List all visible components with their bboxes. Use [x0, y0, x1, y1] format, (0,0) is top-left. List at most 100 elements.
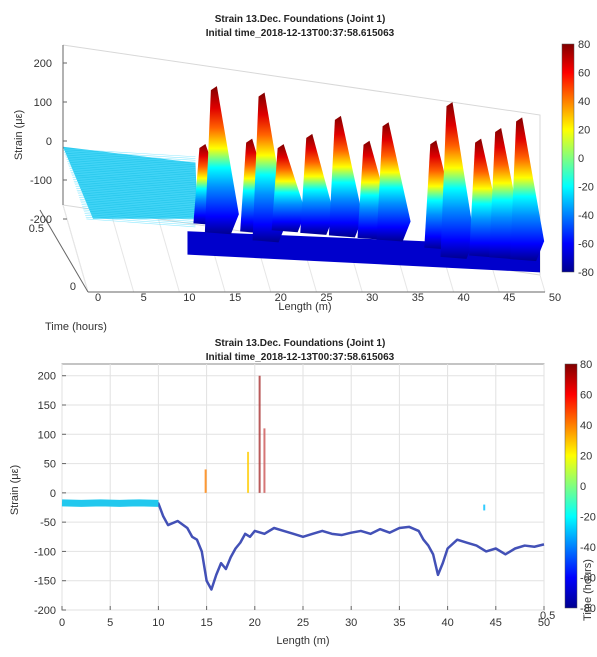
- chart1-baseline-texture: [75, 186, 196, 195]
- chart1-baseline-texture: [83, 211, 196, 221]
- chart1-colorbar-tick-label: -60: [578, 239, 594, 251]
- chart1-baseline-texture: [86, 218, 196, 228]
- chart1-baseline-texture: [78, 195, 196, 204]
- chart1-y-tick-label: 0: [70, 281, 76, 293]
- chart1-x-tick-label: 40: [457, 292, 469, 304]
- chart2-y-tick-label: 100: [38, 429, 56, 441]
- chart1-subtitle: Initial time_2018-12-13T00:37:58.615063: [206, 28, 395, 39]
- chart1-baseline-texture: [67, 162, 196, 172]
- chart1-z-tick-label: -100: [30, 175, 52, 187]
- chart1-baseline-texture: [84, 213, 196, 222]
- chart1-grid-x: [539, 274, 546, 293]
- chart1-y-label: Time (hours): [45, 321, 107, 333]
- chart2-x-ticks: 0 5 10 15 20 25 30 35 40 45 50: [59, 606, 550, 629]
- chart1-baseline-texture: [81, 204, 196, 213]
- chart2-colorbar: [564, 363, 578, 609]
- chart1-baseline-texture: [66, 159, 196, 168]
- chart1-grid-x: [157, 218, 180, 293]
- chart1-x-tick-label: 45: [503, 292, 515, 304]
- chart1-title: Strain 13.Dec. Foundations (Joint 1): [215, 14, 386, 25]
- chart1-surface: [62, 86, 545, 273]
- chart1-baseline-texture: [79, 198, 196, 208]
- chart1-baseline-texture: [83, 209, 196, 219]
- line-chart: Strain 13.Dec. Foundations (Joint 1) Ini…: [9, 338, 596, 647]
- chart1-baseline-texture: [77, 193, 196, 203]
- chart1-colorbar-ticks: 80 60 40 20 0 -20 -40 -60 -80: [578, 39, 594, 279]
- chart1-colorbar-tick-label: 60: [578, 68, 590, 80]
- chart1-baseline-texture: [63, 150, 196, 159]
- chart1-grid-x: [491, 267, 500, 293]
- chart1-baseline-texture: [74, 184, 196, 194]
- chart1-colorbar-tick-label: 40: [578, 96, 590, 108]
- chart1-x-tick-label: 35: [412, 292, 424, 304]
- chart2-colorbar-tick-label: -20: [580, 512, 596, 524]
- chart1-baseline-texture: [73, 179, 196, 188]
- chart1-baseline-texture: [62, 148, 196, 158]
- chart1-baseline-texture: [85, 216, 196, 226]
- chart2-y-tick-label: 150: [38, 400, 56, 412]
- chart1-x-tick-label: 5: [141, 292, 147, 304]
- chart2-x-tick-label: 35: [393, 617, 405, 629]
- chart2-colorbar-tick-label: 40: [580, 420, 592, 432]
- chart2-x-tick-label: 50: [538, 617, 550, 629]
- chart2-x-tick-label: 45: [490, 617, 502, 629]
- chart2-colorbar-tick-label: 0: [580, 481, 586, 493]
- chart1-z-tick-label: 0: [46, 136, 52, 148]
- chart1-grid-x: [110, 211, 135, 293]
- chart1-baseline-texture: [71, 175, 196, 185]
- chart1-z-tick-label: 100: [34, 97, 52, 109]
- chart1-baseline-texture: [65, 157, 196, 167]
- chart1-baseline-texture: [74, 182, 196, 192]
- chart2-spikes: [204, 375, 486, 511]
- chart1-baseline-texture: [65, 155, 196, 165]
- chart1-baseline-texture: [82, 207, 196, 217]
- chart1-baseline-texture: [70, 170, 196, 179]
- chart2-x-tick-label: 0: [59, 617, 65, 629]
- chart1-baseline-texture: [64, 152, 196, 161]
- chart1-x-tick-label: 15: [229, 292, 241, 304]
- chart2-colorbar-tick-label: -40: [580, 542, 596, 554]
- chart2-y-tick-label: 0: [50, 488, 56, 500]
- chart1-ridge: [440, 102, 475, 259]
- chart1-ridge: [328, 115, 363, 238]
- surface-chart: Strain 13.Dec. Foundations (Joint 1) Ini…: [13, 14, 594, 333]
- chart1-grid-x: [62, 204, 89, 293]
- chart1-z-tick-label: 200: [34, 58, 52, 70]
- chart1-z-label: Strain (με): [13, 110, 25, 160]
- chart2-x-tick-label: 20: [249, 617, 261, 629]
- chart1-baseline-texture: [70, 171, 196, 181]
- chart1-x-tick-label: 50: [549, 292, 561, 304]
- chart1-baseline-texture: [69, 168, 196, 177]
- chart1-ridge: [204, 86, 239, 235]
- chart2-y-tick-label: 200: [38, 371, 56, 383]
- chart2-y-tick-label: -50: [40, 517, 56, 529]
- chart1-baseline-texture: [80, 202, 196, 212]
- chart2-baseline-line: [61, 499, 159, 507]
- chart1-colorbar-tick-label: 80: [578, 39, 590, 51]
- chart1-x-tick-label: 25: [320, 292, 332, 304]
- chart1-x-tick-label: 0: [95, 292, 101, 304]
- chart2-subtitle: Initial time_2018-12-13T00:37:58.615063: [206, 352, 395, 363]
- chart2-title: Strain 13.Dec. Foundations (Joint 1): [215, 338, 386, 349]
- chart2-colorbar-tick-label: -80: [580, 603, 596, 615]
- chart1-colorbar-tick-label: -20: [578, 182, 594, 194]
- chart1-z-ticks: 200 100 0 -100 -200: [30, 58, 67, 226]
- chart1-colorbar-tick-label: -40: [578, 210, 594, 222]
- chart1-baseline-texture: [68, 166, 196, 176]
- chart1-x-ticks: 0 5 10 15 20 25 30 35 40 45 50: [95, 292, 561, 304]
- chart2-y-tick-label: 50: [44, 459, 56, 471]
- chart2-colorbar-tick-label: 80: [580, 359, 592, 371]
- chart1-x-tick-label: 30: [366, 292, 378, 304]
- chart1-ridge: [271, 144, 306, 233]
- chart2-colorbar-ticks: 80 60 40 20 0 -20 -40 -60 -80: [580, 359, 596, 615]
- chart2-x-tick-label: 25: [297, 617, 309, 629]
- chart2-overlay-label: Time (hours): [582, 559, 594, 621]
- chart2-y-ticks: 200 150 100 50 0 -50 -100 -150 -200: [34, 371, 66, 617]
- chart1-colorbar-tick-label: -80: [578, 267, 594, 279]
- chart1-colorbar-tick-label: 20: [578, 125, 590, 137]
- chart2-x-label: Length (m): [276, 635, 329, 647]
- chart2-strain-line: [61, 501, 545, 591]
- chart2-colorbar-tick-label: -60: [580, 573, 596, 585]
- chart1-ridge: [300, 133, 335, 235]
- chart1-ridge: [510, 117, 545, 262]
